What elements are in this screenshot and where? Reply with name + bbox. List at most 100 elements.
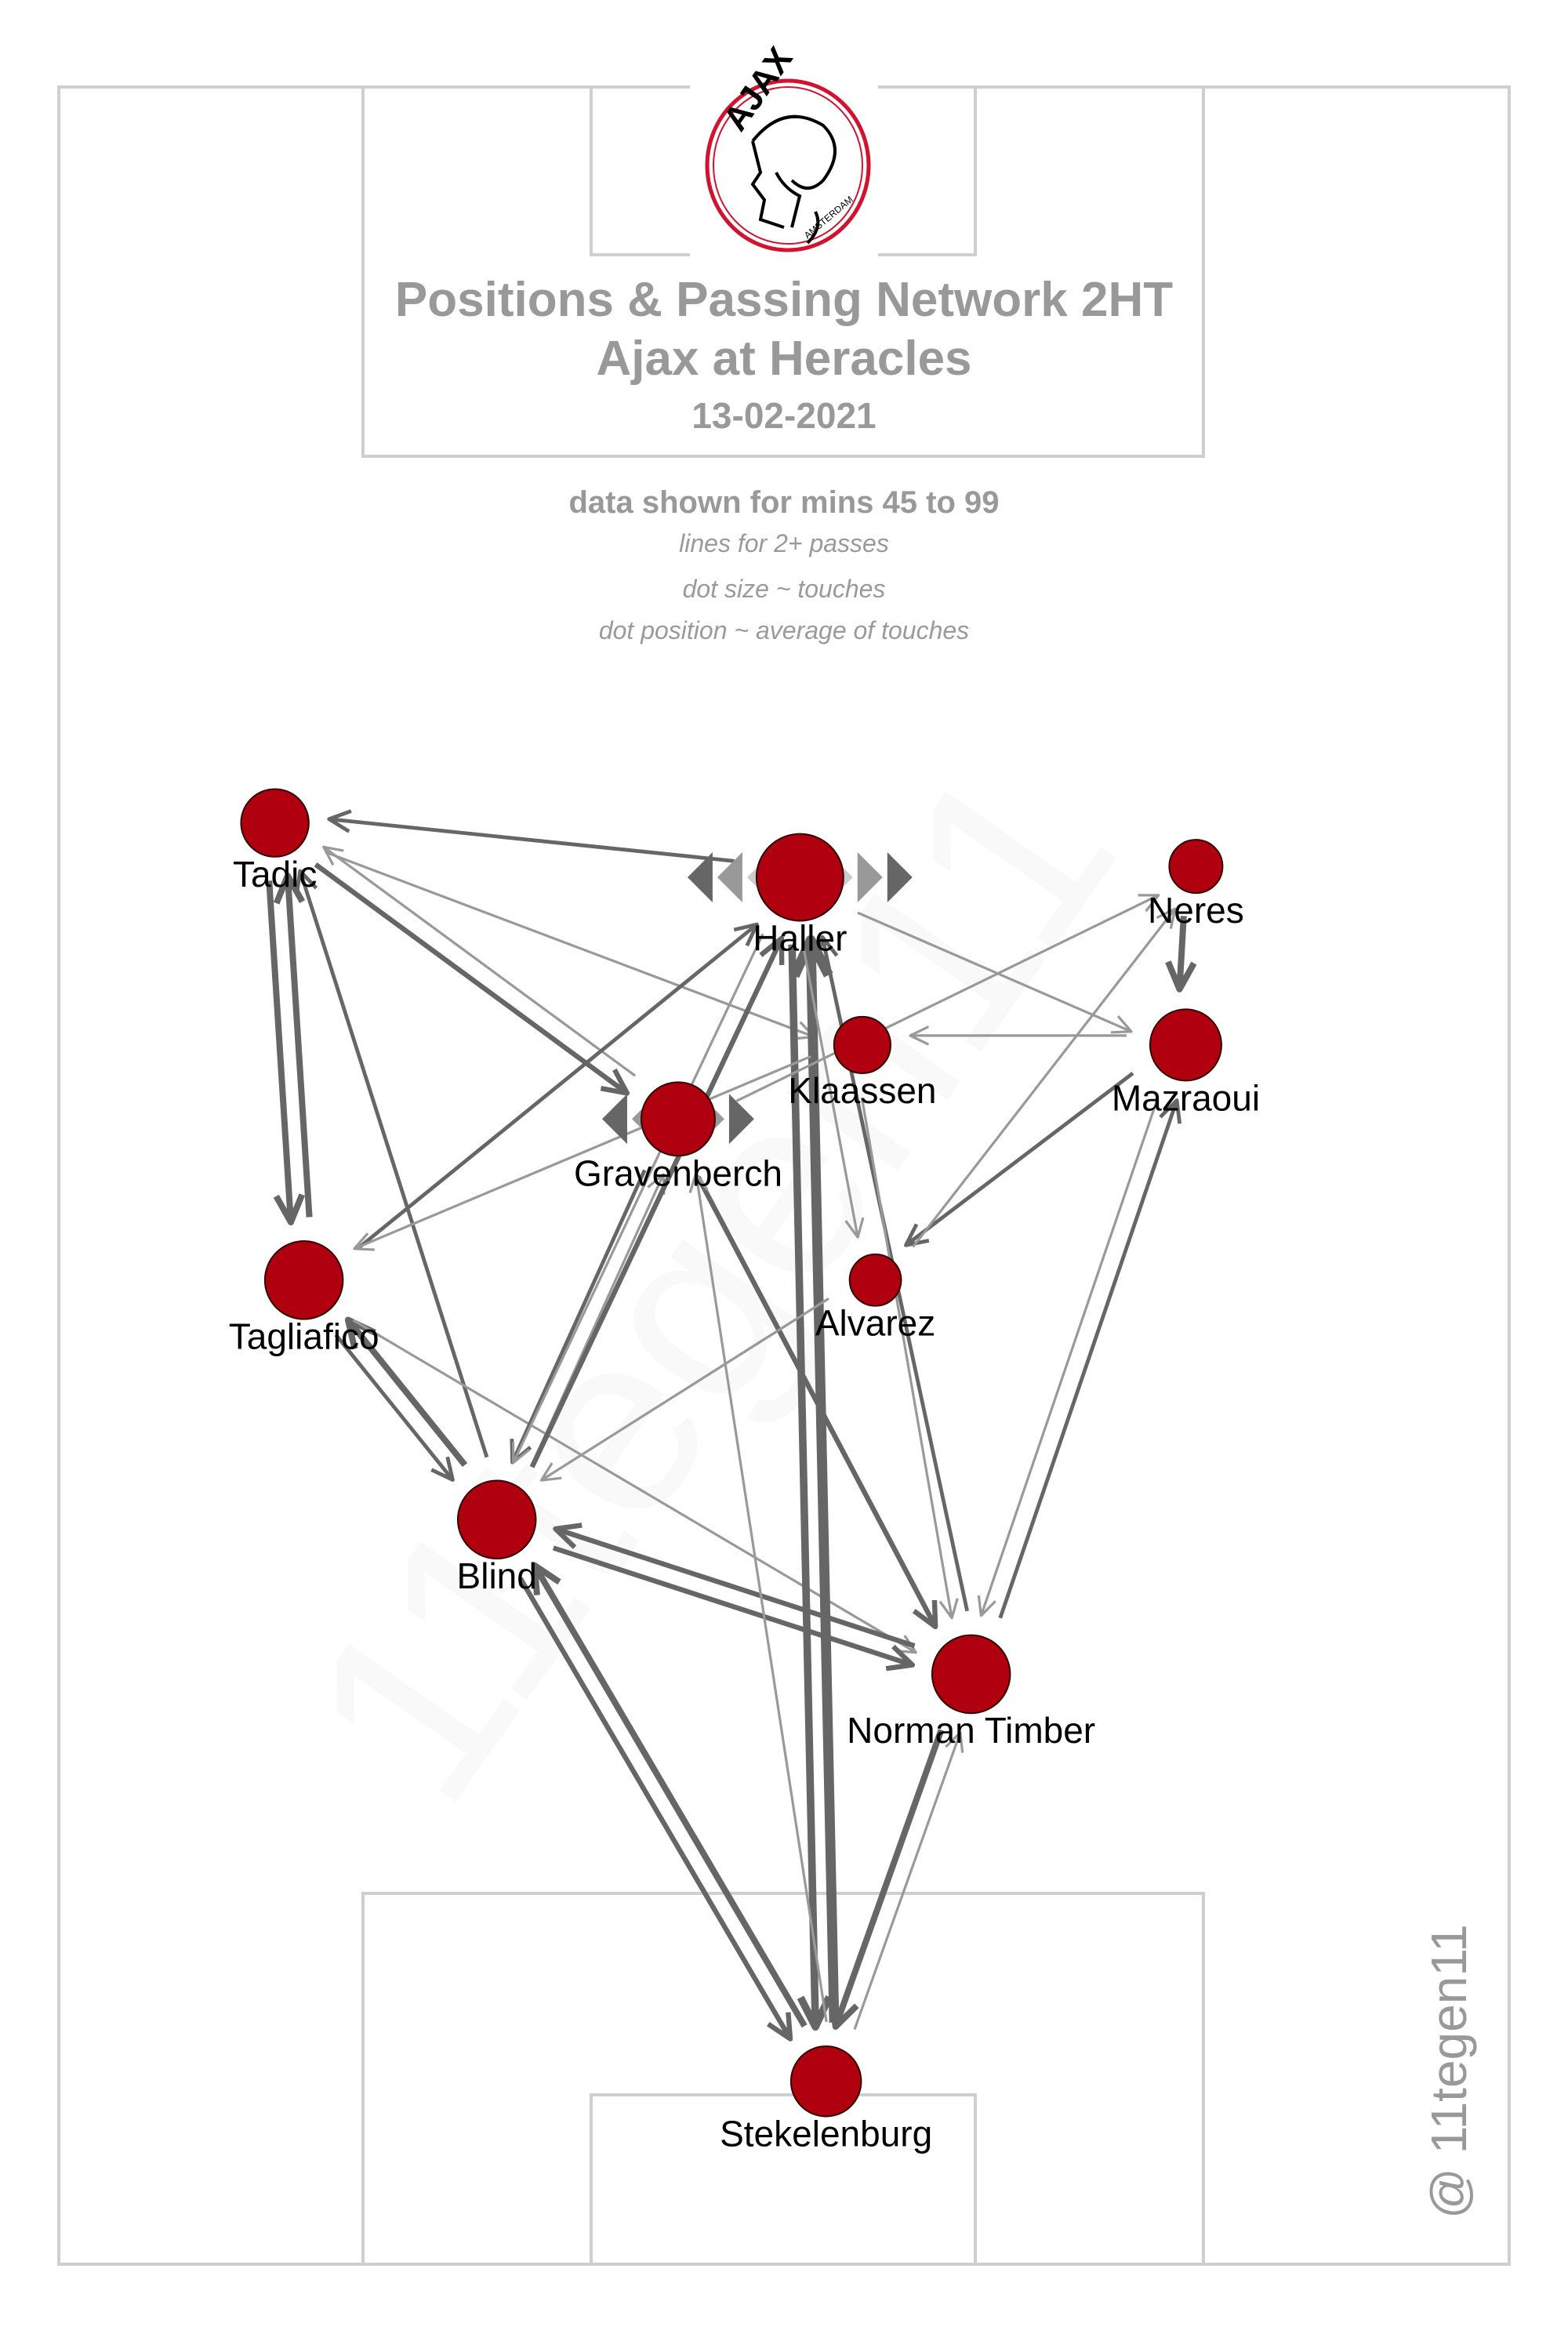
player-dot [640, 1081, 716, 1157]
pass-edge-norman-timber-to-mazraoui [998, 1098, 1182, 1619]
pass-line [517, 1577, 793, 2041]
player-node-tagliafico: Tagliafico [229, 1240, 379, 1357]
pass-line [735, 894, 1160, 1102]
self-pass-chevron [728, 1094, 754, 1145]
player-node-blind: Blind [456, 1479, 537, 1596]
player-label: Tadic [233, 854, 317, 895]
note-dot-size: dot size ~ touches [683, 575, 886, 603]
player-dot [833, 1015, 891, 1074]
pass-edge-haller-to-blind [511, 933, 764, 1465]
pass-line [695, 1173, 828, 2023]
pass-line [298, 870, 489, 1458]
player-label: Stekelenburg [720, 2113, 932, 2154]
pass-arrowhead [1165, 960, 1197, 993]
self-pass-chevron [887, 852, 913, 903]
pass-line [328, 817, 735, 863]
pass-arrowhead [1110, 1015, 1133, 1034]
pass-arrowhead [767, 2012, 793, 2042]
pass-line [325, 851, 815, 1039]
self-pass-chevron [601, 1094, 627, 1145]
pass-arrowhead [430, 1456, 455, 1482]
pass-line [540, 1297, 829, 1482]
pass-edge-mazraoui-to-klaassen [909, 1025, 1127, 1046]
credit: @ 11tegen11 [1421, 1924, 1477, 2219]
pass-arrowhead [909, 1025, 930, 1046]
pass-arrowhead [844, 1217, 865, 1239]
pass-edge-tagliafico-to-haller [357, 922, 759, 1250]
pass-edge-haller-to-mazraoui [857, 911, 1133, 1034]
ajax-logo: AJAX AMSTERDAM [690, 40, 878, 256]
pass-line [554, 1526, 916, 1649]
pass-arrowhead [273, 1193, 305, 1225]
pass-edge-neres-to-mazraoui [1165, 916, 1197, 993]
pass-line [357, 923, 758, 1250]
player-label: Norman Timber [847, 1710, 1095, 1751]
player-node-mazraoui: Mazraoui [1112, 1008, 1260, 1118]
pass-line [979, 1097, 1160, 1617]
player-dot [456, 1479, 537, 1560]
pass-arrowhead [1138, 894, 1160, 913]
player-dot [931, 1634, 1011, 1715]
pass-arrowhead [688, 1172, 709, 1193]
note-dot-position: dot position ~ average of touches [599, 616, 969, 644]
pass-arrowhead [895, 1635, 917, 1654]
pass-line [552, 1545, 913, 1668]
player-node-tadic: Tadic [233, 788, 317, 895]
pass-arrowhead [531, 1562, 561, 1595]
pass-edge-norman-timber-to-stekelenburg [829, 1729, 945, 2031]
player-label: Haller [753, 917, 847, 958]
data-range-note: data shown for mins 45 to 99 [568, 485, 999, 520]
pass-arrowhead [815, 935, 839, 960]
player-dot [755, 833, 844, 922]
pass-line [510, 1169, 647, 1464]
pass-arrowhead [912, 1599, 938, 1630]
pass-line [284, 875, 313, 1218]
player-node-alvarez: Alvarez [815, 1253, 935, 1344]
pass-edge-stekelenburg-to-norman-timber [853, 1731, 964, 2030]
pass-edge-blind-to-tadic [295, 869, 489, 1458]
pass-edge-gravenberch-to-neres [735, 894, 1160, 1102]
pass-arrowhead [789, 935, 833, 978]
player-label: Neres [1148, 890, 1244, 931]
player-node-gravenberch: Gravenberch [574, 1081, 782, 1193]
self-pass-chevron [687, 852, 713, 903]
pass-edge-blind-to-norman-timber [552, 1545, 916, 1671]
pass-arrowhead [539, 1462, 562, 1482]
player-label: Tagliafico [229, 1316, 379, 1357]
player-dot [263, 1240, 344, 1320]
pass-edge-haller-to-tadic [327, 809, 735, 863]
pass-edge-stekelenburg-to-gravenberch [688, 1172, 828, 2023]
pass-edges [266, 809, 1197, 2042]
player-nodes: Tadic Haller Neres Klaassen Mazraoui Gravenbe… [229, 788, 1260, 2154]
pass-line [788, 944, 819, 2027]
pass-line [532, 1563, 808, 2028]
player-label: Gravenberch [574, 1152, 782, 1193]
pass-edge-tadic-to-tagliafico [266, 880, 305, 1225]
pass-line [912, 908, 1177, 1248]
pass-edge-gravenberch-to-tadic [322, 845, 636, 1077]
pass-edge-mazraoui-to-norman-timber [977, 1097, 1160, 1617]
pass-arrowhead [829, 1996, 859, 2031]
player-node-stekelenburg: Stekelenburg [720, 2045, 932, 2154]
player-dot [1168, 839, 1224, 895]
pass-arrowhead [600, 1068, 630, 1096]
pass-arrowhead [938, 1598, 959, 1620]
pass-arrowhead [945, 1731, 964, 1753]
pass-line [801, 944, 859, 1238]
pass-edge-alvarez-to-neres [912, 907, 1177, 1248]
pass-line [529, 937, 784, 1468]
pass-edge-mazraoui-to-alvarez [904, 1071, 1134, 1247]
pass-edge-alvarez-to-blind [539, 1297, 829, 1482]
pass-line [512, 933, 764, 1464]
pass-edge-haller-to-alvarez [801, 944, 865, 1239]
pass-edge-klaassen-to-norman-timber [860, 1097, 959, 1620]
pass-edge-blind-to-haller [529, 935, 785, 1468]
pass-arrowhead [904, 1223, 930, 1247]
player-node-klaassen: Klaassen [788, 1015, 937, 1111]
pass-line [998, 1099, 1179, 1619]
player-label: Alvarez [815, 1303, 935, 1344]
pass-line [334, 1333, 455, 1482]
pass-line [1176, 916, 1187, 990]
pass-line [904, 1071, 1134, 1247]
